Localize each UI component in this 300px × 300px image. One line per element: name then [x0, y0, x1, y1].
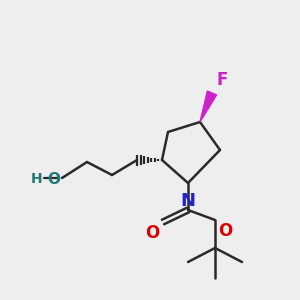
Text: F: F: [216, 71, 227, 89]
Text: O: O: [145, 224, 159, 242]
Text: N: N: [181, 192, 196, 210]
Text: O: O: [47, 172, 60, 187]
Text: O: O: [218, 222, 232, 240]
Polygon shape: [200, 91, 217, 122]
Text: H: H: [30, 172, 42, 186]
